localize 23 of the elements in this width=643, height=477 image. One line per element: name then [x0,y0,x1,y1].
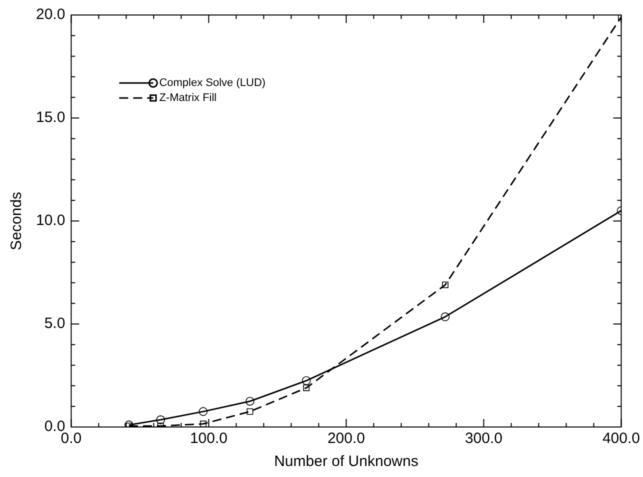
x-axis-title: Number of Unknowns [274,453,418,470]
y-axis-title: Seconds [8,192,26,250]
y-tick-label: 20.0 [36,6,66,24]
y-tick-label: 10.0 [36,212,66,230]
point [246,408,254,415]
point [200,420,206,427]
x-tick-label: 100.0 [190,430,228,448]
x-tick-label: 400.0 [602,430,640,448]
legend-label: Z-Matrix Fill [159,92,217,104]
point [124,420,134,427]
y-tick-label: 5.0 [44,315,66,332]
point [440,312,450,322]
point [302,376,311,386]
point [156,415,165,424]
point [198,407,208,416]
point [442,282,448,288]
y-tick-label: 15.0 [36,109,66,126]
point [246,396,254,406]
point [303,384,310,392]
x-tick-label: 200.0 [327,430,365,448]
x-tick-label: 0.0 [60,430,82,448]
x-tick-label: 300.0 [464,430,502,448]
legend-label: Complex Solve (LUD) [159,77,266,90]
